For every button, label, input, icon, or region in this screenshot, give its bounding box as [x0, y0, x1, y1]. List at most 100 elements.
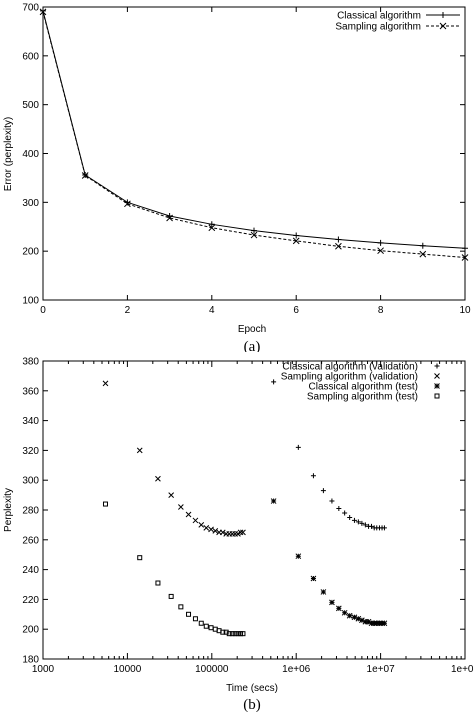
data-point: [168, 492, 175, 498]
data-point: [226, 631, 232, 637]
data-point: [178, 604, 184, 610]
data-point: [186, 611, 192, 617]
x-tick-label: 10000: [113, 664, 141, 675]
y-tick-label: 600: [22, 51, 39, 62]
data-point: [250, 231, 258, 239]
y-tick-label: 100: [22, 296, 39, 307]
data-point: [359, 617, 365, 624]
data-point: [347, 514, 353, 520]
x-tick-label: 1e+08: [451, 664, 474, 675]
y-tick-label: 360: [22, 386, 39, 397]
data-point: [381, 525, 387, 531]
data-point: [362, 618, 369, 625]
series-line-classical: [42, 10, 466, 249]
data-point: [362, 522, 368, 528]
data-point: [208, 224, 216, 232]
x-tick-label: 4: [209, 305, 215, 316]
data-point: [124, 200, 131, 208]
data-point: [310, 473, 316, 479]
data-point: [208, 625, 214, 631]
data-point: [81, 172, 89, 179]
x-tick-label: 1e+06: [282, 664, 311, 675]
data-point: [235, 530, 241, 537]
series-line-sampling: [42, 11, 466, 259]
legend-label: Classical algorithm: [337, 11, 421, 22]
y-tick-label: 280: [22, 506, 39, 517]
data-point: [292, 237, 300, 245]
x-tick-label: 6: [293, 305, 299, 316]
plot-frame: [42, 6, 466, 301]
data-point: [368, 523, 374, 529]
data-point: [342, 510, 348, 516]
legend-marker: [440, 12, 446, 18]
legend-label: Classical algorithm (test): [309, 382, 418, 393]
data-point: [185, 511, 192, 518]
y-tick-label: 380: [22, 357, 39, 368]
data-point: [365, 618, 372, 625]
plot-area: 180 200 220 240 260 280 300 320 340 360 380 1000 100…: [22, 357, 474, 676]
chart-b: 180 200 220 240 260 280 300 320 340 360 380 1000 100…: [3, 357, 474, 712]
data-point: [102, 501, 108, 507]
data-point: [168, 593, 174, 599]
data-point: [351, 517, 357, 523]
plot-area: 100 200 300 400 500 600 700 0 2 4 6 8 10: [22, 3, 471, 317]
data-point: [355, 519, 361, 525]
caption-a: (a): [244, 339, 261, 352]
legend-label: Sampling algorithm (test): [307, 392, 418, 403]
data-point: [223, 629, 229, 635]
data-point: [198, 620, 204, 626]
legend-label: Classical algorithm (validation): [282, 362, 418, 373]
data-point: [240, 631, 246, 637]
data-point: [341, 609, 348, 616]
x-tick-label: 0: [40, 305, 46, 316]
data-point: [359, 520, 365, 526]
data-point: [310, 575, 317, 582]
y-tick-label: 500: [22, 100, 39, 111]
data-point: [203, 623, 209, 629]
y-tick-label: 200: [22, 247, 39, 258]
data-point: [192, 616, 198, 622]
y-tick-label: 700: [22, 3, 39, 14]
data-point: [208, 526, 214, 533]
legend-marker: [439, 22, 447, 30]
x-tick-label: 1000: [32, 664, 55, 675]
y-tick-label: 300: [22, 198, 39, 209]
data-point: [102, 380, 109, 387]
caption-b: (b): [243, 697, 261, 712]
data-point: [376, 620, 383, 627]
data-point: [192, 517, 199, 524]
y-tick-label: 200: [22, 625, 39, 636]
legend: Classical algorithm (validation)Sampling…: [281, 362, 440, 403]
y-tick-label: 400: [22, 149, 39, 160]
data-point: [237, 529, 244, 536]
legend-label: Sampling algorithm: [335, 22, 421, 33]
y-tick-label: 340: [22, 416, 39, 427]
data-point: [346, 612, 353, 619]
data-point: [240, 529, 246, 536]
data-point: [419, 250, 427, 258]
data-point: [212, 528, 219, 534]
data-point: [336, 506, 342, 512]
data-point: [136, 447, 143, 454]
data-point: [229, 631, 235, 637]
legend-label: Sampling algorithm (validation): [281, 372, 418, 383]
plot-frame: [42, 360, 466, 660]
y-tick-label: 220: [22, 595, 39, 606]
data-point: [155, 475, 161, 482]
data-point: [137, 555, 143, 561]
data-point: [351, 614, 358, 621]
y-tick-label: 300: [22, 476, 39, 487]
legend-marker: [434, 393, 440, 399]
data-point: [232, 631, 238, 637]
data-point: [377, 239, 384, 246]
data-point: [329, 498, 335, 504]
data-point: [295, 553, 302, 560]
data-point: [320, 589, 327, 595]
data-point: [208, 221, 215, 228]
chart-a: 100 200 300 400 500 600 700 0 2 4 6 8 10 Classical al…: [3, 3, 471, 353]
data-point: [293, 232, 300, 239]
data-point: [320, 488, 326, 494]
data-point: [251, 227, 257, 234]
x-tick-label: 2: [125, 305, 131, 316]
